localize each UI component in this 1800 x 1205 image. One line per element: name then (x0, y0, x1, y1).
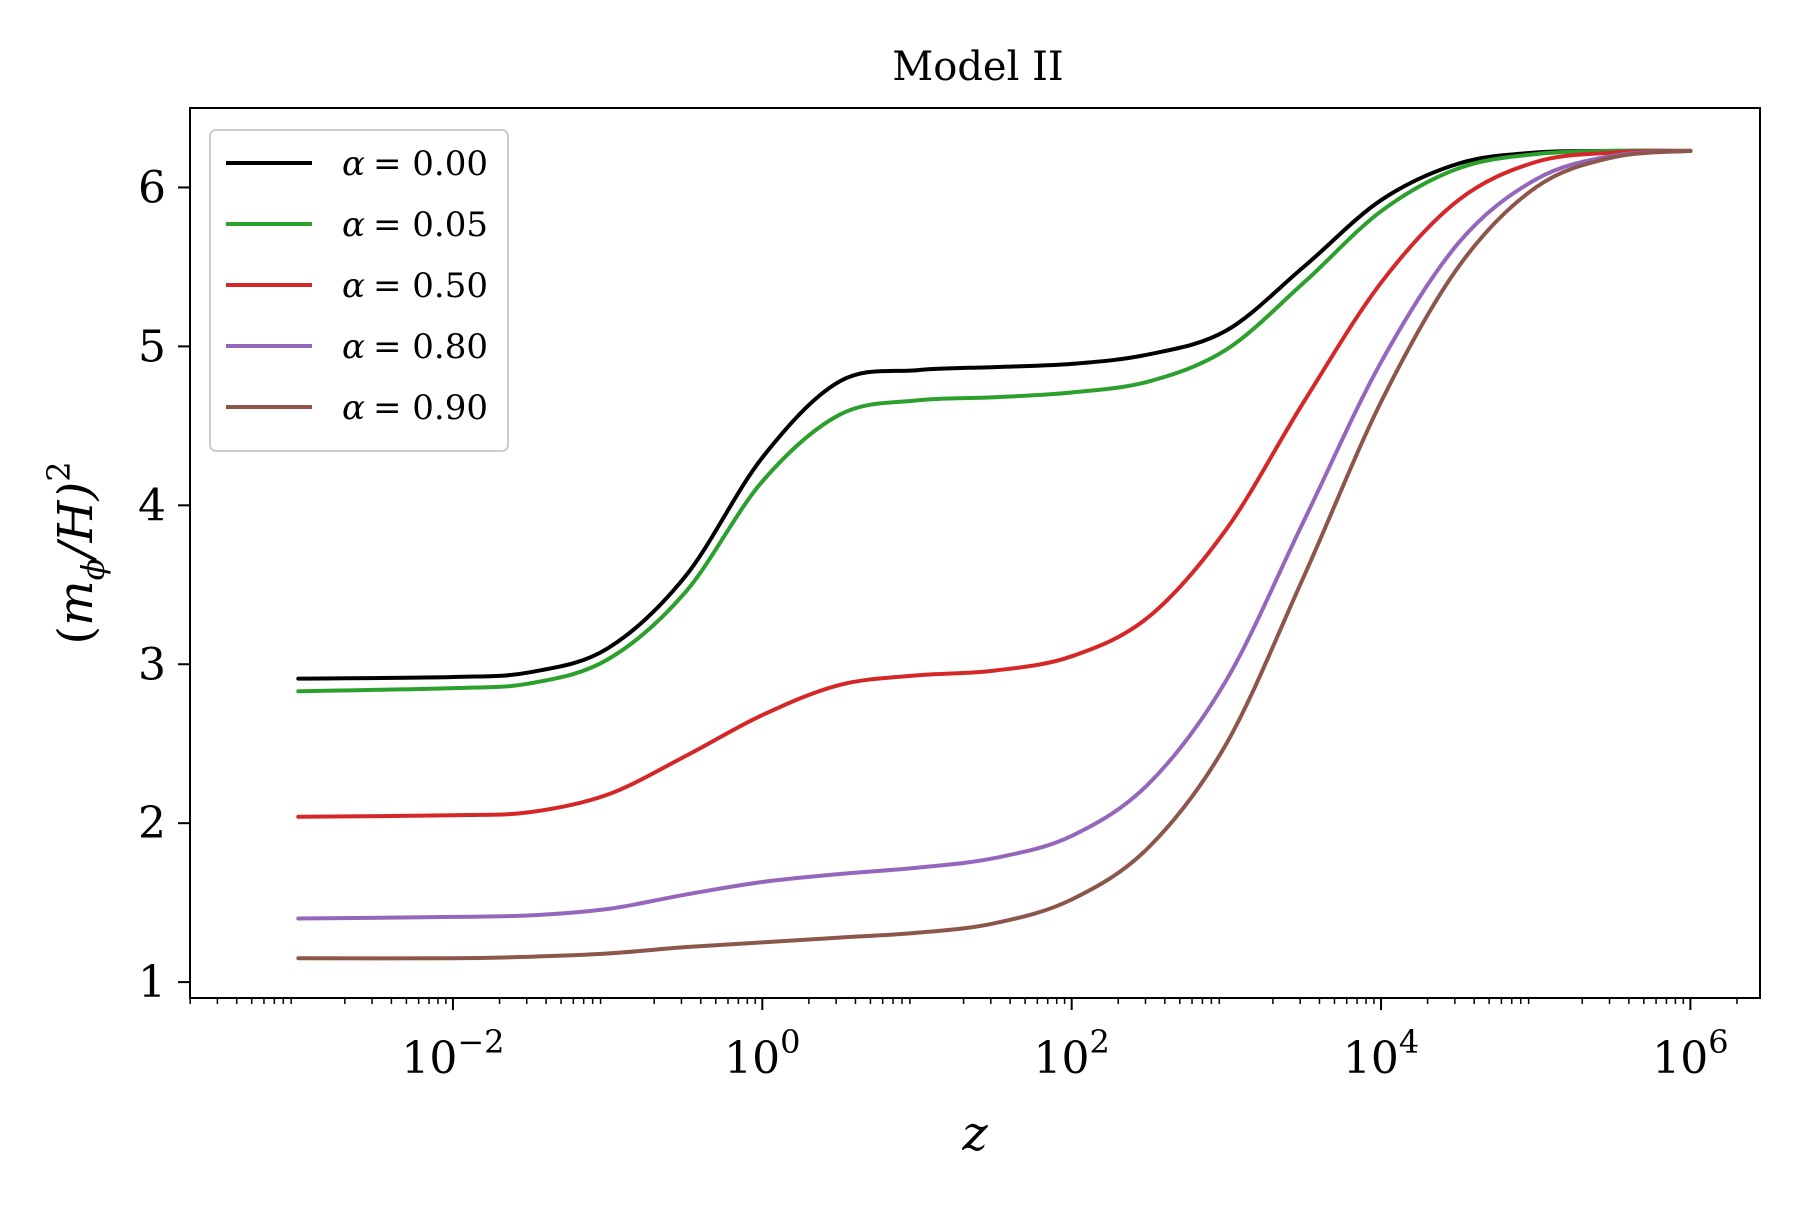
legend-alpha-symbol: α (342, 205, 365, 245)
y-axis-label-open: ( (48, 626, 104, 645)
x-tick-label: 106 (1652, 1023, 1728, 1084)
x-tick-label: 102 (1033, 1023, 1109, 1084)
y-tick-label: 5 (138, 321, 166, 372)
series-line-0 (296, 148, 1693, 681)
y-tick-label: 3 (138, 639, 166, 690)
y-tick-label: 1 (138, 957, 166, 1008)
legend-label-3: α = 0.80 (342, 327, 488, 367)
x-tick-base: 10 (1343, 1033, 1399, 1084)
x-axis-label: z (961, 1106, 988, 1162)
series-line-3 (296, 148, 1693, 921)
legend-alpha-value: = 0.50 (373, 266, 488, 306)
y-axis-label-m: m (48, 580, 104, 626)
legend-box (209, 129, 509, 452)
x-tick-base: 10 (724, 1033, 780, 1084)
legend-alpha-symbol: α (342, 266, 365, 306)
legend-label-4: α = 0.90 (342, 388, 488, 428)
y-axis-label: (mϕ/H)2 (40, 461, 112, 644)
x-tick-base: 10 (1652, 1033, 1708, 1084)
chart-title: Model II (892, 44, 1063, 90)
legend-label-2: α = 0.50 (342, 266, 488, 306)
x-tick-label: 100 (724, 1023, 800, 1084)
x-tick-power: 4 (1399, 1023, 1419, 1061)
plot-frame (189, 107, 1761, 999)
x-tick-base: 10 (1033, 1033, 1089, 1084)
y-tick-label: 6 (138, 162, 166, 213)
x-tick-power: 6 (1708, 1023, 1728, 1061)
legend-alpha-symbol: α (342, 144, 365, 184)
legend: α = 0.00α = 0.05α = 0.50α = 0.80α = 0.90 (209, 129, 509, 452)
legend-alpha-value: = 0.80 (373, 327, 488, 367)
series-line-4 (296, 148, 1693, 961)
legend-alpha-value: = 0.90 (373, 388, 488, 428)
x-axis: 10−2 100 102 104 106 (189, 998, 1738, 1084)
x-tick-base: 10 (401, 1033, 457, 1084)
x-tick-power: −2 (457, 1023, 504, 1061)
y-tick-label: 2 (138, 798, 166, 849)
legend-alpha-symbol: α (342, 388, 365, 428)
series-line-2 (296, 148, 1693, 819)
y-tick-label: 4 (138, 480, 166, 531)
legend-label-0: α = 0.00 (342, 144, 488, 184)
legend-label-1: α = 0.05 (342, 205, 488, 245)
x-tick-label: 104 (1343, 1023, 1419, 1084)
x-tick-power: 0 (780, 1023, 800, 1061)
legend-alpha-value: = 0.00 (373, 144, 488, 184)
legend-alpha-symbol: α (342, 327, 365, 367)
x-tick-label: 10−2 (401, 1023, 504, 1084)
legend-alpha-value: = 0.05 (373, 205, 488, 245)
y-axis: 1 2 3 4 5 6 (138, 162, 190, 1008)
y-axis-label-sub: ϕ (74, 558, 112, 580)
y-axis-label-rest: /H) (48, 482, 104, 563)
series-line-1 (296, 148, 1693, 694)
plot-area (296, 148, 1693, 961)
y-axis-label-sup: 2 (40, 461, 78, 481)
x-tick-power: 2 (1089, 1023, 1109, 1061)
